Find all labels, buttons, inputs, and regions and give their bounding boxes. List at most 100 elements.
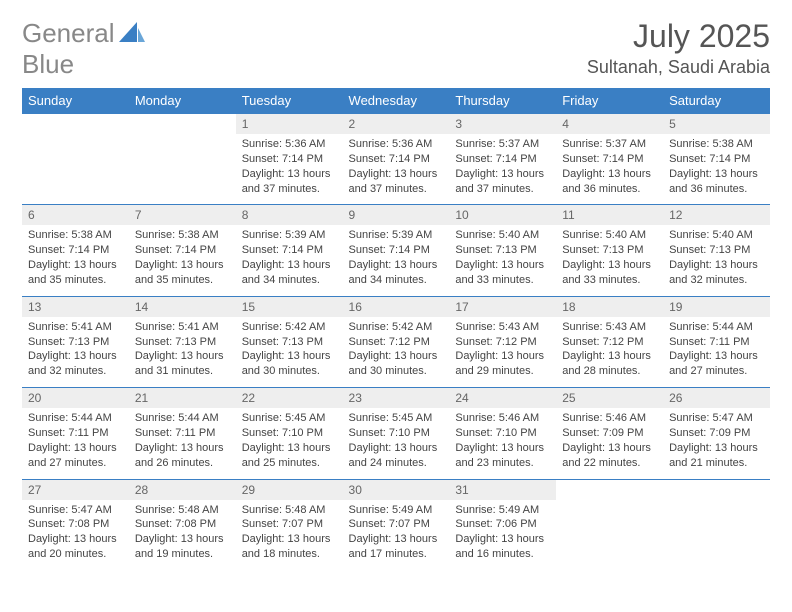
daylight-value: 13 hours and 29 minutes. (455, 350, 544, 377)
sunrise-value: 5:44 AM (712, 321, 752, 333)
day-content-cell (129, 134, 236, 205)
sunset-value: 7:11 PM (175, 427, 215, 439)
day-number-cell: 16 (343, 296, 450, 317)
logo-word-1: General (22, 18, 115, 48)
sunset-line: Sunset: 7:10 PM (349, 427, 430, 439)
sunset-line: Sunset: 7:14 PM (242, 244, 323, 256)
sunset-line: Sunset: 7:12 PM (455, 336, 536, 348)
daylight-line: Daylight: 13 hours and 31 minutes. (135, 350, 224, 377)
sunrise-line: Sunrise: 5:40 AM (669, 229, 753, 241)
daylight-line: Daylight: 13 hours and 37 minutes. (455, 168, 544, 195)
day-content-cell: Sunrise: 5:40 AMSunset: 7:13 PMDaylight:… (449, 225, 556, 296)
sunset-value: 7:14 PM (709, 153, 750, 165)
sunrise-line: Sunrise: 5:47 AM (669, 412, 753, 424)
day-content-cell: Sunrise: 5:44 AMSunset: 7:11 PMDaylight:… (129, 408, 236, 479)
weekday-header: Thursday (449, 88, 556, 114)
day-content-row: Sunrise: 5:41 AM Sunset: 7:13 PM Daylight:… (22, 317, 770, 388)
sunrise-value: 5:42 AM (392, 321, 432, 333)
day-content-cell: Sunrise: 5:48 AMSunset: 7:08 PMDaylight:… (129, 500, 236, 570)
daylight-value: 13 hours and 35 minutes. (135, 259, 224, 286)
sunset-line: Sunset: 7:13 PM (562, 244, 643, 256)
sunset-line: Sunset: 7:13 PM (455, 244, 536, 256)
day-content-cell: Sunrise: 5:37 AMSunset: 7:14 PMDaylight:… (449, 134, 556, 205)
sunrise-line: Sunrise: 5:40 AM (455, 229, 539, 241)
daylight-value: 13 hours and 18 minutes. (242, 533, 331, 560)
day-number-cell: 2 (343, 114, 450, 135)
day-content-cell: Sunrise: 5:46 AMSunset: 7:10 PMDaylight:… (449, 408, 556, 479)
sunrise-line: Sunrise: 5:41 AM (28, 321, 112, 333)
day-number-cell: 20 (22, 388, 129, 409)
sunset-value: 7:09 PM (603, 427, 644, 439)
daylight-value: 13 hours and 32 minutes. (28, 350, 117, 377)
sunrise-value: 5:45 AM (285, 412, 325, 424)
daylight-line: Daylight: 13 hours and 30 minutes. (242, 350, 331, 377)
day-number-cell: 24 (449, 388, 556, 409)
weekday-header: Tuesday (236, 88, 343, 114)
day-number-cell: 28 (129, 479, 236, 500)
sunset-line: Sunset: 7:07 PM (242, 518, 323, 530)
day-number: 28 (135, 483, 148, 497)
sunrise-line: Sunrise: 5:43 AM (562, 321, 646, 333)
sunrise-value: 5:43 AM (499, 321, 539, 333)
daylight-value: 13 hours and 37 minutes. (455, 168, 544, 195)
sunrise-line: Sunrise: 5:36 AM (242, 138, 326, 150)
day-content-cell: Sunrise: 5:47 AMSunset: 7:09 PMDaylight:… (663, 408, 770, 479)
sunrise-value: 5:44 AM (178, 412, 218, 424)
sunset-line: Sunset: 7:14 PM (455, 153, 536, 165)
daylight-value: 13 hours and 35 minutes. (28, 259, 117, 286)
sunset-line: Sunset: 7:09 PM (562, 427, 643, 439)
sunrise-value: 5:42 AM (285, 321, 325, 333)
sunrise-value: 5:40 AM (606, 229, 646, 241)
daynum-row: 12345 (22, 114, 770, 135)
weekday-header: Saturday (663, 88, 770, 114)
daylight-line: Daylight: 13 hours and 19 minutes. (135, 533, 224, 560)
sunset-line: Sunset: 7:13 PM (28, 336, 109, 348)
weekday-header: Sunday (22, 88, 129, 114)
daylight-value: 13 hours and 24 minutes. (349, 442, 438, 469)
sunset-line: Sunset: 7:06 PM (455, 518, 536, 530)
day-content-cell: Sunrise: 5:41 AMSunset: 7:13 PMDaylight:… (129, 317, 236, 388)
sunrise-value: 5:46 AM (499, 412, 539, 424)
page-title: July 2025 (587, 18, 770, 55)
day-number: 23 (349, 391, 362, 405)
daylight-line: Daylight: 13 hours and 32 minutes. (669, 259, 758, 286)
sunrise-value: 5:47 AM (712, 412, 752, 424)
daylight-line: Daylight: 13 hours and 25 minutes. (242, 442, 331, 469)
weekday-header-row: Sunday Monday Tuesday Wednesday Thursday… (22, 88, 770, 114)
sunset-value: 7:07 PM (389, 518, 430, 530)
sunset-line: Sunset: 7:14 PM (669, 153, 750, 165)
day-number-cell: 17 (449, 296, 556, 317)
day-number: 2 (349, 117, 356, 131)
day-number-cell (556, 479, 663, 500)
sunrise-line: Sunrise: 5:49 AM (349, 504, 433, 516)
day-content-row: Sunrise: 5:38 AMSunset: 7:14 PMDaylight:… (22, 225, 770, 296)
sunset-line: Sunset: 7:11 PM (135, 427, 216, 439)
day-content-cell: Sunrise: 5:39 AMSunset: 7:14 PMDaylight:… (343, 225, 450, 296)
sunset-line: Sunset: 7:10 PM (242, 427, 323, 439)
day-number-cell (663, 479, 770, 500)
sunrise-value: 5:41 AM (71, 321, 111, 333)
sunset-value: 7:12 PM (496, 336, 537, 348)
weekday-header: Monday (129, 88, 236, 114)
day-number: 16 (349, 300, 362, 314)
day-number-cell: 21 (129, 388, 236, 409)
daylight-value: 13 hours and 33 minutes. (562, 259, 651, 286)
sunset-value: 7:14 PM (603, 153, 644, 165)
daylight-line: Daylight: 13 hours and 36 minutes. (562, 168, 651, 195)
daylight-line: Daylight: 13 hours and 18 minutes. (242, 533, 331, 560)
day-number: 1 (242, 117, 249, 131)
sunrise-line: Sunrise: 5:45 AM (349, 412, 433, 424)
sunrise-value: 5:49 AM (392, 504, 432, 516)
daylight-value: 13 hours and 19 minutes. (135, 533, 224, 560)
day-number: 10 (455, 208, 468, 222)
sunrise-line: Sunrise: 5:43 AM (455, 321, 539, 333)
sunset-value: 7:14 PM (496, 153, 537, 165)
daylight-line: Daylight: 13 hours and 33 minutes. (562, 259, 651, 286)
day-content-cell: Sunrise: 5:38 AMSunset: 7:14 PMDaylight:… (129, 225, 236, 296)
daylight-value: 13 hours and 25 minutes. (242, 442, 331, 469)
daylight-line: Daylight: 13 hours and 32 minutes. (28, 350, 117, 377)
daylight-line: Daylight: 13 hours and 20 minutes. (28, 533, 117, 560)
sunrise-value: 5:41 AM (178, 321, 218, 333)
logo: General Blue (22, 18, 145, 80)
sunset-value: 7:14 PM (389, 153, 430, 165)
